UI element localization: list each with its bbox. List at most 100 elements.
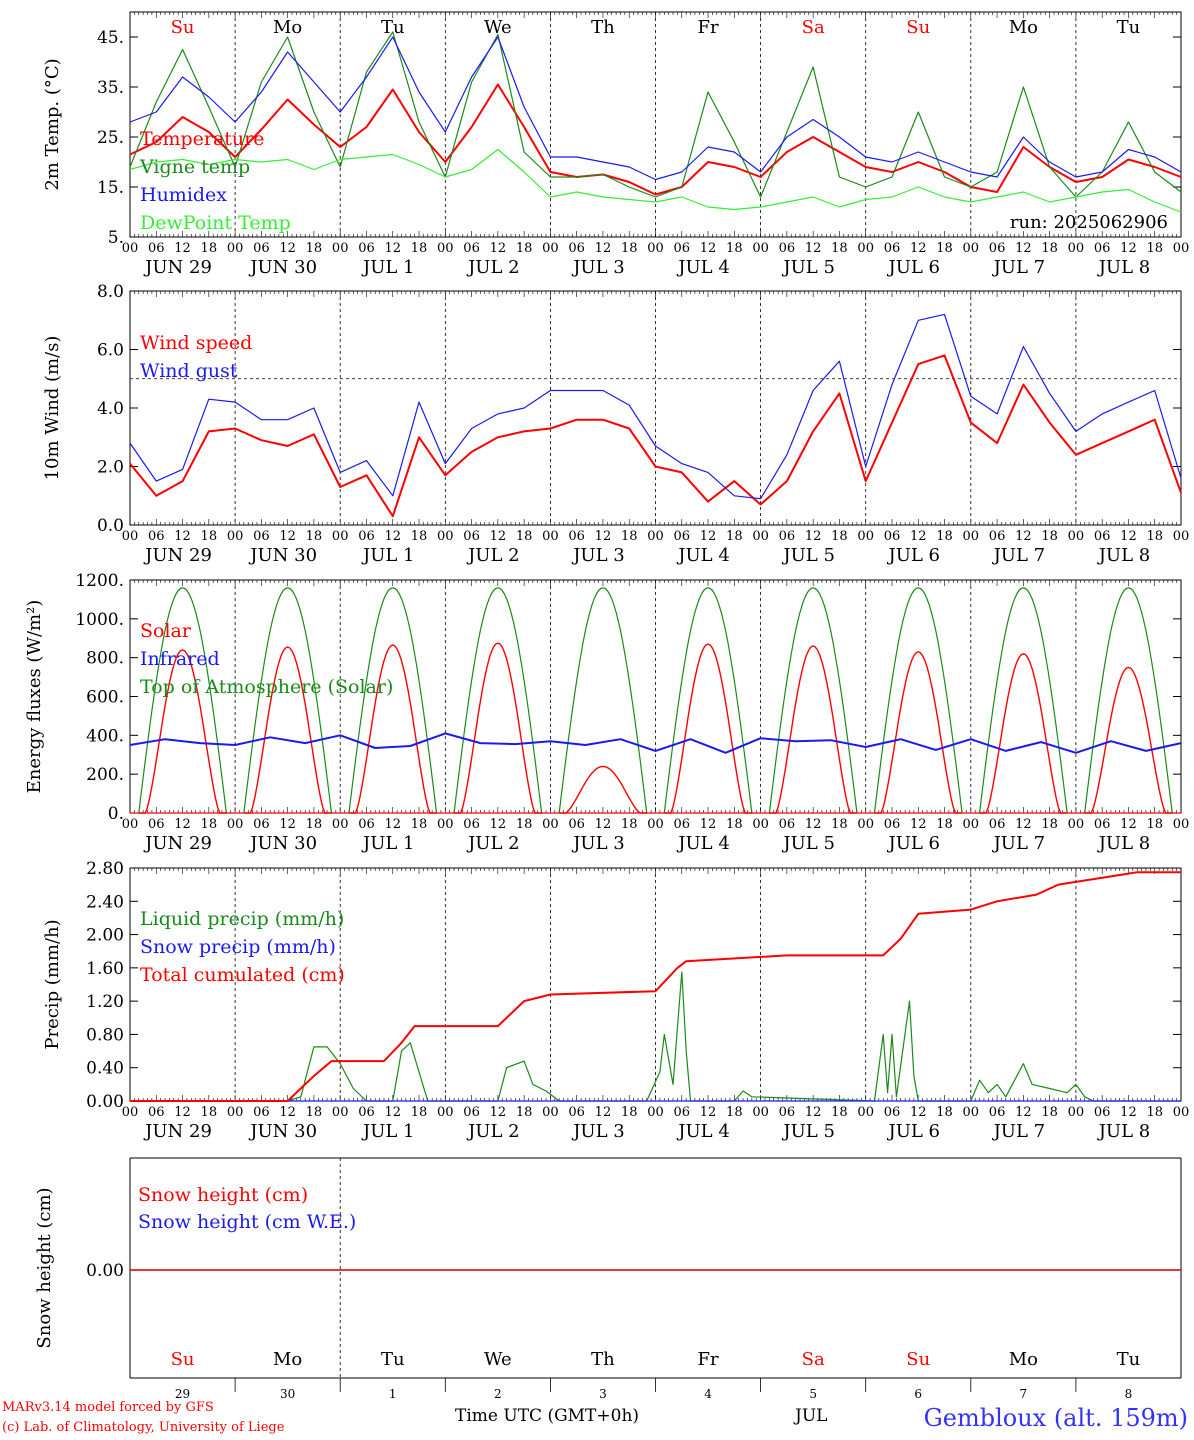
hour-label: 06 bbox=[674, 1105, 691, 1120]
y-tick-label: 8.0 bbox=[97, 282, 124, 302]
date-label: JUL 4 bbox=[676, 257, 730, 278]
hour-label: 00 bbox=[122, 529, 139, 544]
series-top-of-atmosphere bbox=[453, 587, 543, 814]
series-top-of-atmosphere bbox=[768, 587, 858, 814]
y-tick-label: 0.40 bbox=[86, 1059, 124, 1079]
hour-label: 12 bbox=[595, 241, 612, 256]
hour-label: 00 bbox=[227, 817, 244, 832]
hour-label: 12 bbox=[1120, 241, 1137, 256]
hour-label: 12 bbox=[700, 1105, 717, 1120]
y-tick-label: 2.0 bbox=[97, 458, 124, 478]
hour-label: 18 bbox=[411, 529, 428, 544]
hour-label: 00 bbox=[437, 817, 454, 832]
hour-label: 06 bbox=[989, 817, 1006, 832]
hour-label: 12 bbox=[174, 529, 191, 544]
hour-label: 06 bbox=[674, 817, 691, 832]
date-label: JUN 30 bbox=[248, 833, 317, 854]
date-label: JUL 5 bbox=[781, 833, 835, 854]
hour-label: 00 bbox=[437, 241, 454, 256]
hour-label: 12 bbox=[910, 529, 927, 544]
hour-label: 06 bbox=[568, 817, 585, 832]
hour-label: 00 bbox=[1068, 529, 1085, 544]
hour-label: 12 bbox=[279, 1105, 296, 1120]
day-label-bottom: Mo bbox=[273, 1349, 302, 1370]
series-total-cumulated-cm- bbox=[130, 871, 1181, 1102]
hour-label: 06 bbox=[148, 817, 165, 832]
hour-label: 18 bbox=[516, 817, 533, 832]
legend-wind-speed: Wind speed bbox=[140, 332, 252, 354]
hour-label: 00 bbox=[1173, 529, 1190, 544]
hour-label: 00 bbox=[647, 241, 664, 256]
day-label-top: Th bbox=[591, 17, 615, 38]
hour-label: 00 bbox=[857, 241, 874, 256]
date-label: JUL 7 bbox=[992, 833, 1046, 854]
y-tick-label: 400. bbox=[86, 726, 124, 746]
legend-infrared: Infrared bbox=[140, 648, 220, 670]
hour-label: 06 bbox=[463, 817, 480, 832]
date-label: JUL 7 bbox=[992, 545, 1046, 566]
hour-label: 18 bbox=[1041, 817, 1058, 832]
hour-label: 12 bbox=[700, 817, 717, 832]
hour-label: 18 bbox=[726, 1105, 743, 1120]
hour-label: 12 bbox=[279, 241, 296, 256]
series-solar bbox=[349, 644, 437, 814]
series-top-of-atmosphere bbox=[663, 587, 753, 814]
hour-label: 06 bbox=[568, 241, 585, 256]
y-tick-label: 1.60 bbox=[86, 959, 124, 979]
hour-label: 12 bbox=[1015, 817, 1032, 832]
date-label: JUN 29 bbox=[143, 1121, 212, 1142]
hour-label: 00 bbox=[1068, 1105, 1085, 1120]
hour-label: 00 bbox=[752, 241, 769, 256]
hour-label: 06 bbox=[463, 241, 480, 256]
hour-label: 06 bbox=[884, 529, 901, 544]
series-humidex bbox=[129, 36, 1182, 181]
series-top-of-atmosphere bbox=[348, 587, 438, 814]
hour-label: 12 bbox=[805, 241, 822, 256]
day-label-bottom: Mo bbox=[1009, 1349, 1038, 1370]
hour-label: 06 bbox=[148, 1105, 165, 1120]
hour-label: 06 bbox=[779, 817, 796, 832]
hour-label: 18 bbox=[201, 1105, 218, 1120]
date-label: JUL 4 bbox=[676, 545, 730, 566]
hour-label: 06 bbox=[779, 1105, 796, 1120]
hour-label: 00 bbox=[963, 241, 980, 256]
day-label-bottom: We bbox=[484, 1349, 512, 1370]
date-label: JUL 5 bbox=[781, 1121, 835, 1142]
hour-label: 00 bbox=[437, 1105, 454, 1120]
hour-label: 12 bbox=[1015, 1105, 1032, 1120]
hour-label: 12 bbox=[490, 241, 507, 256]
hour-label: 12 bbox=[910, 817, 927, 832]
day-label-bottom: Su bbox=[906, 1349, 930, 1370]
hour-label: 18 bbox=[726, 241, 743, 256]
hour-label: 06 bbox=[779, 241, 796, 256]
day-number: 8 bbox=[1125, 1387, 1133, 1401]
panel-frame-0 bbox=[129, 11, 1182, 238]
y-tick-label: 6.0 bbox=[97, 341, 124, 361]
hour-label: 06 bbox=[463, 1105, 480, 1120]
hour-label: 12 bbox=[490, 817, 507, 832]
hour-label: 06 bbox=[1094, 817, 1111, 832]
hour-label: 00 bbox=[542, 241, 559, 256]
hour-label: 12 bbox=[595, 1105, 612, 1120]
date-label: JUN 29 bbox=[143, 257, 212, 278]
hour-label: 18 bbox=[1146, 817, 1163, 832]
hour-label: 12 bbox=[805, 1105, 822, 1120]
hour-label: 00 bbox=[437, 529, 454, 544]
hour-label: 00 bbox=[647, 817, 664, 832]
day-number: 6 bbox=[914, 1387, 922, 1401]
hour-label: 18 bbox=[201, 817, 218, 832]
y-axis-label: Snow height (cm) bbox=[34, 1187, 55, 1348]
legend-snow-precip-mm-h-: Snow precip (mm/h) bbox=[140, 936, 336, 958]
day-label-bottom: Su bbox=[171, 1349, 195, 1370]
hour-label: 12 bbox=[1120, 817, 1137, 832]
date-label: JUN 30 bbox=[248, 1121, 317, 1142]
y-axis-label: 2m Temp. (°C) bbox=[42, 58, 63, 190]
day-number: 5 bbox=[809, 1387, 817, 1401]
hour-label: 06 bbox=[358, 1105, 375, 1120]
hour-label: 06 bbox=[884, 1105, 901, 1120]
hour-label: 18 bbox=[1146, 1105, 1163, 1120]
hour-label: 06 bbox=[989, 1105, 1006, 1120]
hour-label: 12 bbox=[910, 1105, 927, 1120]
hour-label: 06 bbox=[568, 1105, 585, 1120]
